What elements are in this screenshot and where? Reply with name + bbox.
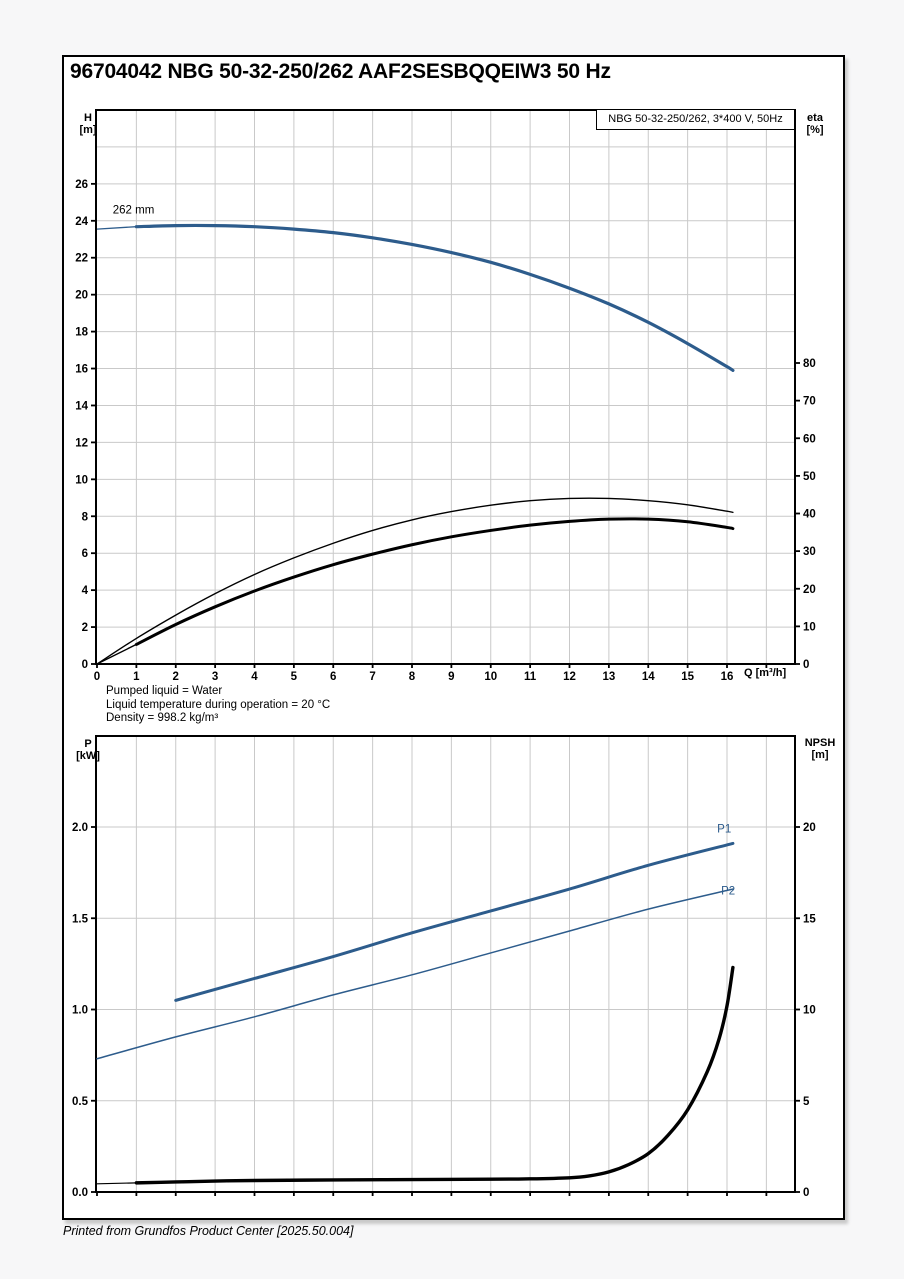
- power-axis-title-line2: [kW]: [76, 750, 100, 762]
- flow-axis-title: Q [m³/h]: [744, 667, 787, 679]
- info-pumped-liquid: Pumped liquid = Water: [106, 685, 223, 697]
- info-density: Density = 998.2 kg/m³: [106, 712, 219, 724]
- liquid-info: Pumped liquid = Water Liquid temperature…: [106, 685, 330, 726]
- npsh-axis-title-line2: [m]: [811, 749, 829, 761]
- head-axis-title-line1: H: [84, 112, 92, 124]
- head-axis-title-line2: [m]: [79, 124, 97, 136]
- document-frame: [62, 55, 845, 1220]
- eta-axis-title-line1: eta: [807, 112, 823, 124]
- power-axis-title: P [kW]: [72, 738, 104, 762]
- power-axis-title-line1: P: [84, 738, 92, 750]
- eta-axis-title-line2: [%]: [806, 124, 824, 136]
- page-title: 96704042 NBG 50-32-250/262 AAF2SESBQQEIW…: [70, 60, 611, 83]
- npsh-axis-title-line1: NPSH: [804, 737, 836, 749]
- eta-axis-title: eta [%]: [797, 112, 833, 136]
- footer-text: Printed from Grundfos Product Center [20…: [63, 1224, 354, 1238]
- pump-variant-legend: NBG 50-32-250/262, 3*400 V, 50Hz: [596, 109, 795, 130]
- npsh-axis-title: NPSH [m]: [798, 737, 842, 761]
- head-axis-title: H [m]: [72, 112, 104, 136]
- info-liquid-temperature: Liquid temperature during operation = 20…: [106, 698, 331, 711]
